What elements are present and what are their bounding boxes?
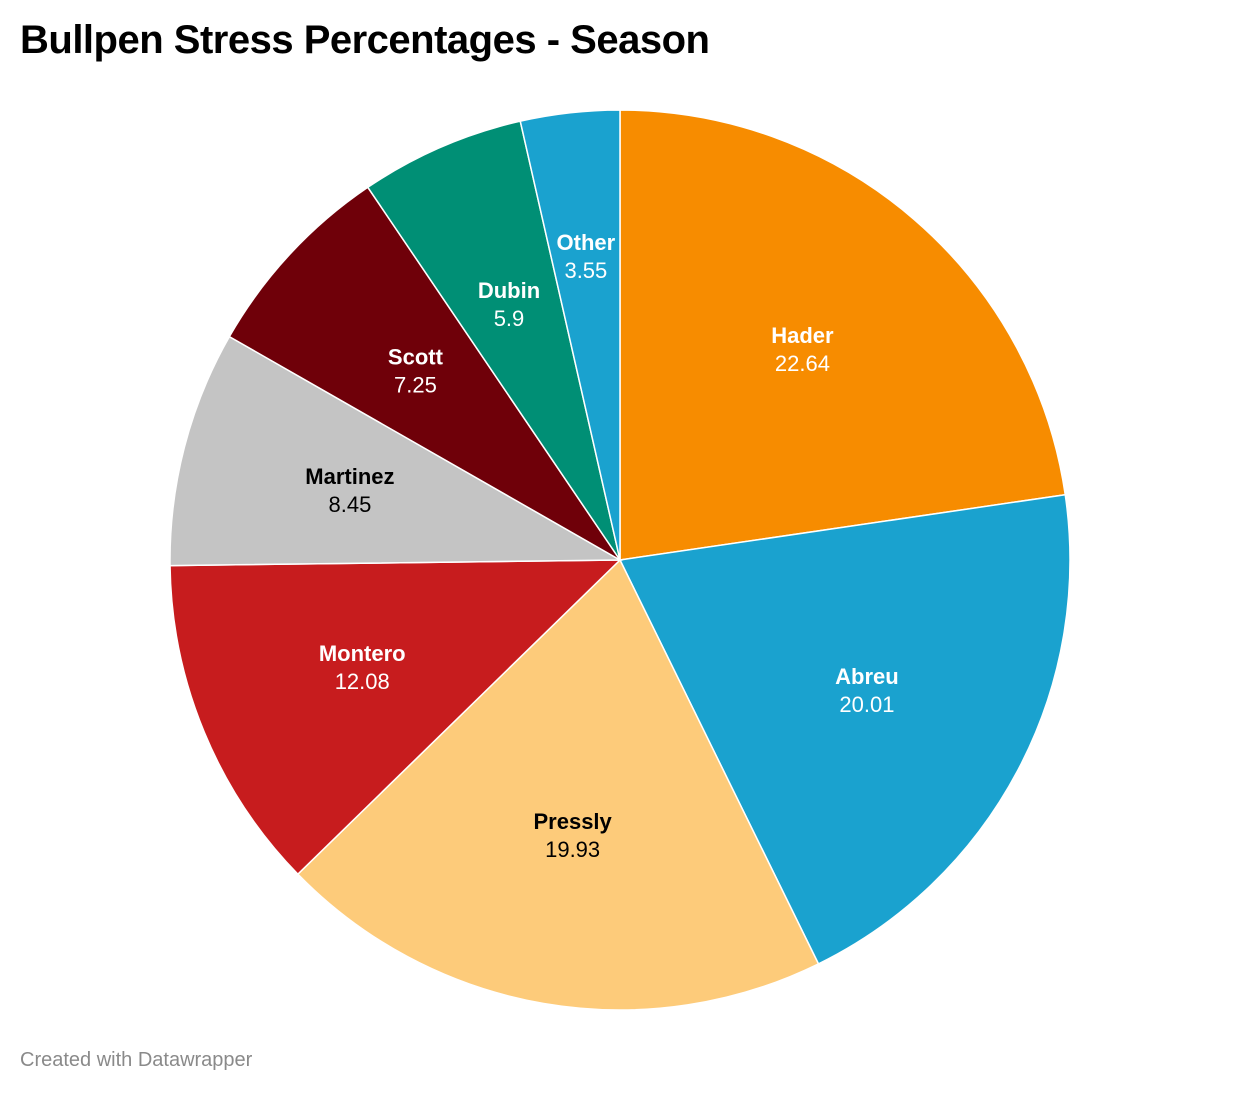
slice-label-martinez: Martinez [305, 464, 394, 489]
slice-value-pressly: 19.93 [545, 837, 600, 862]
chart-title: Bullpen Stress Percentages - Season [20, 18, 710, 62]
slice-label-hader: Hader [771, 323, 834, 348]
slice-value-hader: 22.64 [775, 351, 830, 376]
slice-value-other: 3.55 [564, 258, 607, 283]
slice-value-abreu: 20.01 [839, 692, 894, 717]
pie-slice-scott [228, 186, 621, 561]
pie-slice-dubin [366, 120, 621, 561]
slice-label-other: Other [557, 230, 616, 255]
slice-value-montero: 12.08 [335, 669, 390, 694]
pie-slice-montero [169, 559, 622, 876]
pie-slice-pressly [296, 558, 820, 1011]
slice-value-dubin: 5.9 [494, 306, 525, 331]
pie-slice-other [519, 109, 621, 561]
slice-label-abreu: Abreu [835, 664, 899, 689]
slice-label-dubin: Dubin [478, 278, 540, 303]
slice-value-scott: 7.25 [394, 372, 437, 397]
slice-value-martinez: 8.45 [329, 492, 372, 517]
pie-slice-hader [619, 109, 1067, 561]
slice-label-pressly: Pressly [533, 809, 612, 834]
pie-slice-martinez [169, 335, 623, 567]
slice-label-montero: Montero [319, 641, 406, 666]
slice-label-scott: Scott [388, 344, 444, 369]
pie-slice-abreu [618, 493, 1071, 965]
footer-credit: Created with Datawrapper [20, 1049, 253, 1071]
